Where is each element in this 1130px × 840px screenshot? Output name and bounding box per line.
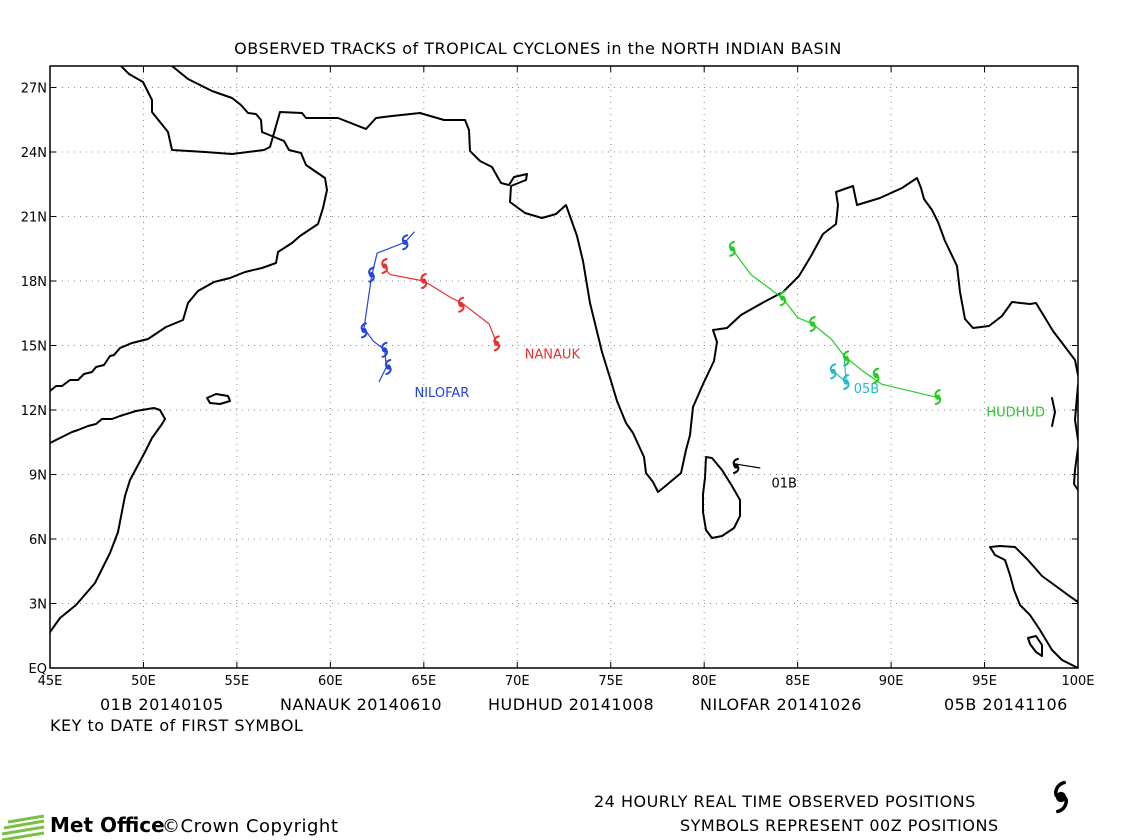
coastline-africa xyxy=(50,407,166,633)
cyclone-position-symbol xyxy=(381,341,388,358)
cyclone-position-symbol xyxy=(381,258,388,274)
copyright-notice: ©Crown Copyright xyxy=(162,816,338,837)
x-tick-label: 45E xyxy=(38,674,63,689)
key-entry: NANAUK 20140610 xyxy=(280,695,442,714)
x-tick-label: 65E xyxy=(411,674,436,689)
met-office-logo: Met Office xyxy=(1,813,165,840)
cyclone-position-symbol xyxy=(809,316,816,332)
y-tick-label: 6N xyxy=(29,533,47,548)
footer-positions: 24 HOURLY REAL TIME OBSERVED POSITIONS xyxy=(594,792,976,811)
map-title: OBSERVED TRACKS of TROPICAL CYCLONES in … xyxy=(234,39,842,58)
storm-label: NANAUK xyxy=(525,347,581,362)
key-entry: HUDHUD 20141008 xyxy=(488,695,654,714)
coastline-sri-lanka xyxy=(702,456,741,539)
coastline-andaman xyxy=(1051,397,1056,427)
y-tick-label: 24N xyxy=(21,146,47,161)
cyclone-position-symbol xyxy=(360,322,368,339)
coastlines xyxy=(50,66,1078,668)
plot-frame xyxy=(49,65,1079,669)
x-tick-label: 75E xyxy=(598,674,623,689)
storm-05b: 05B xyxy=(829,360,879,397)
storm-nanauk: NANAUK xyxy=(381,258,581,362)
y-tick-label: 12N xyxy=(21,404,47,419)
coastline-small-island xyxy=(1027,635,1043,657)
storm-track-line xyxy=(729,246,937,398)
storm-nilofar: NILOFAR xyxy=(360,231,470,401)
coastline-sumatra xyxy=(989,545,1078,668)
x-tick-label: 55E xyxy=(225,674,250,689)
storm-label: HUDHUD xyxy=(986,406,1045,421)
y-tick-label: 15N xyxy=(21,340,47,355)
coastline-mainland xyxy=(50,66,1078,493)
axis-ticks: 45E 50E 55E 60E 65E 70E 75E 80E 85E 90E 95E 100E EQ 3… xyxy=(21,66,1095,689)
cyclone-position-symbol xyxy=(732,457,740,474)
cyclone-position-symbol xyxy=(368,266,375,283)
y-tick-label: 18N xyxy=(21,275,47,290)
x-tick-label: 95E xyxy=(972,674,997,689)
coastline-malay xyxy=(1073,447,1078,491)
y-tick-label: 3N xyxy=(29,598,47,613)
key-caption: KEY to DATE of FIRST SYMBOL xyxy=(50,716,303,735)
cyclone-position-symbol xyxy=(457,296,465,313)
cyclone-position-symbol xyxy=(934,389,942,406)
cyclone-position-symbol xyxy=(401,234,409,251)
footer-symbols: SYMBOLS REPRESENT 00Z POSITIONS xyxy=(680,816,999,835)
y-tick-label: EQ xyxy=(29,662,47,677)
storm-label: 05B xyxy=(854,382,879,397)
cyclone-position-symbol xyxy=(872,367,880,384)
graticule xyxy=(50,66,1078,668)
x-tick-label: 60E xyxy=(318,674,343,689)
key-row: 01B 20140105 NANAUK 20140610 HUDHUD 2014… xyxy=(100,695,1068,714)
cyclone-symbol-icon xyxy=(1054,780,1068,814)
cyclone-position-symbol xyxy=(842,374,850,390)
x-tick-label: 100E xyxy=(1061,674,1094,689)
x-tick-label: 90E xyxy=(879,674,904,689)
storm-01b: 01B xyxy=(732,457,797,491)
cyclone-position-symbol xyxy=(420,273,428,289)
x-tick-label: 80E xyxy=(692,674,717,689)
x-tick-label: 85E xyxy=(785,674,810,689)
storm-track-line xyxy=(734,463,761,469)
y-tick-label: 21N xyxy=(21,211,47,226)
key-entry: NILOFAR 20141026 xyxy=(700,695,862,714)
coastline-socotra xyxy=(206,393,231,405)
y-tick-label: 27N xyxy=(21,82,47,97)
cyclone-position-symbol xyxy=(384,359,392,375)
met-office-wordmark: Met Office xyxy=(50,813,165,837)
cyclone-position-symbol xyxy=(728,240,736,257)
cyclone-position-symbol xyxy=(829,363,837,380)
key-entry: 01B 20140105 xyxy=(100,695,224,714)
storm-tracks: 01B NANAUK HUDHUD NILOFAR 05B xyxy=(360,231,1045,491)
storm-label: 01B xyxy=(772,476,797,491)
met-office-stripes-icon xyxy=(1,814,45,840)
cyclone-position-symbol xyxy=(493,335,501,352)
storm-label: NILOFAR xyxy=(415,386,470,401)
storm-track-line xyxy=(385,269,498,344)
storm-hudhud: HUDHUD xyxy=(728,240,1045,421)
x-tick-label: 50E xyxy=(131,674,156,689)
cyclone-position-symbol xyxy=(842,350,850,367)
y-tick-label: 9N xyxy=(29,469,47,484)
cyclone-position-symbol xyxy=(779,290,787,307)
key-entry: 05B 20141106 xyxy=(944,695,1068,714)
x-tick-label: 70E xyxy=(505,674,530,689)
